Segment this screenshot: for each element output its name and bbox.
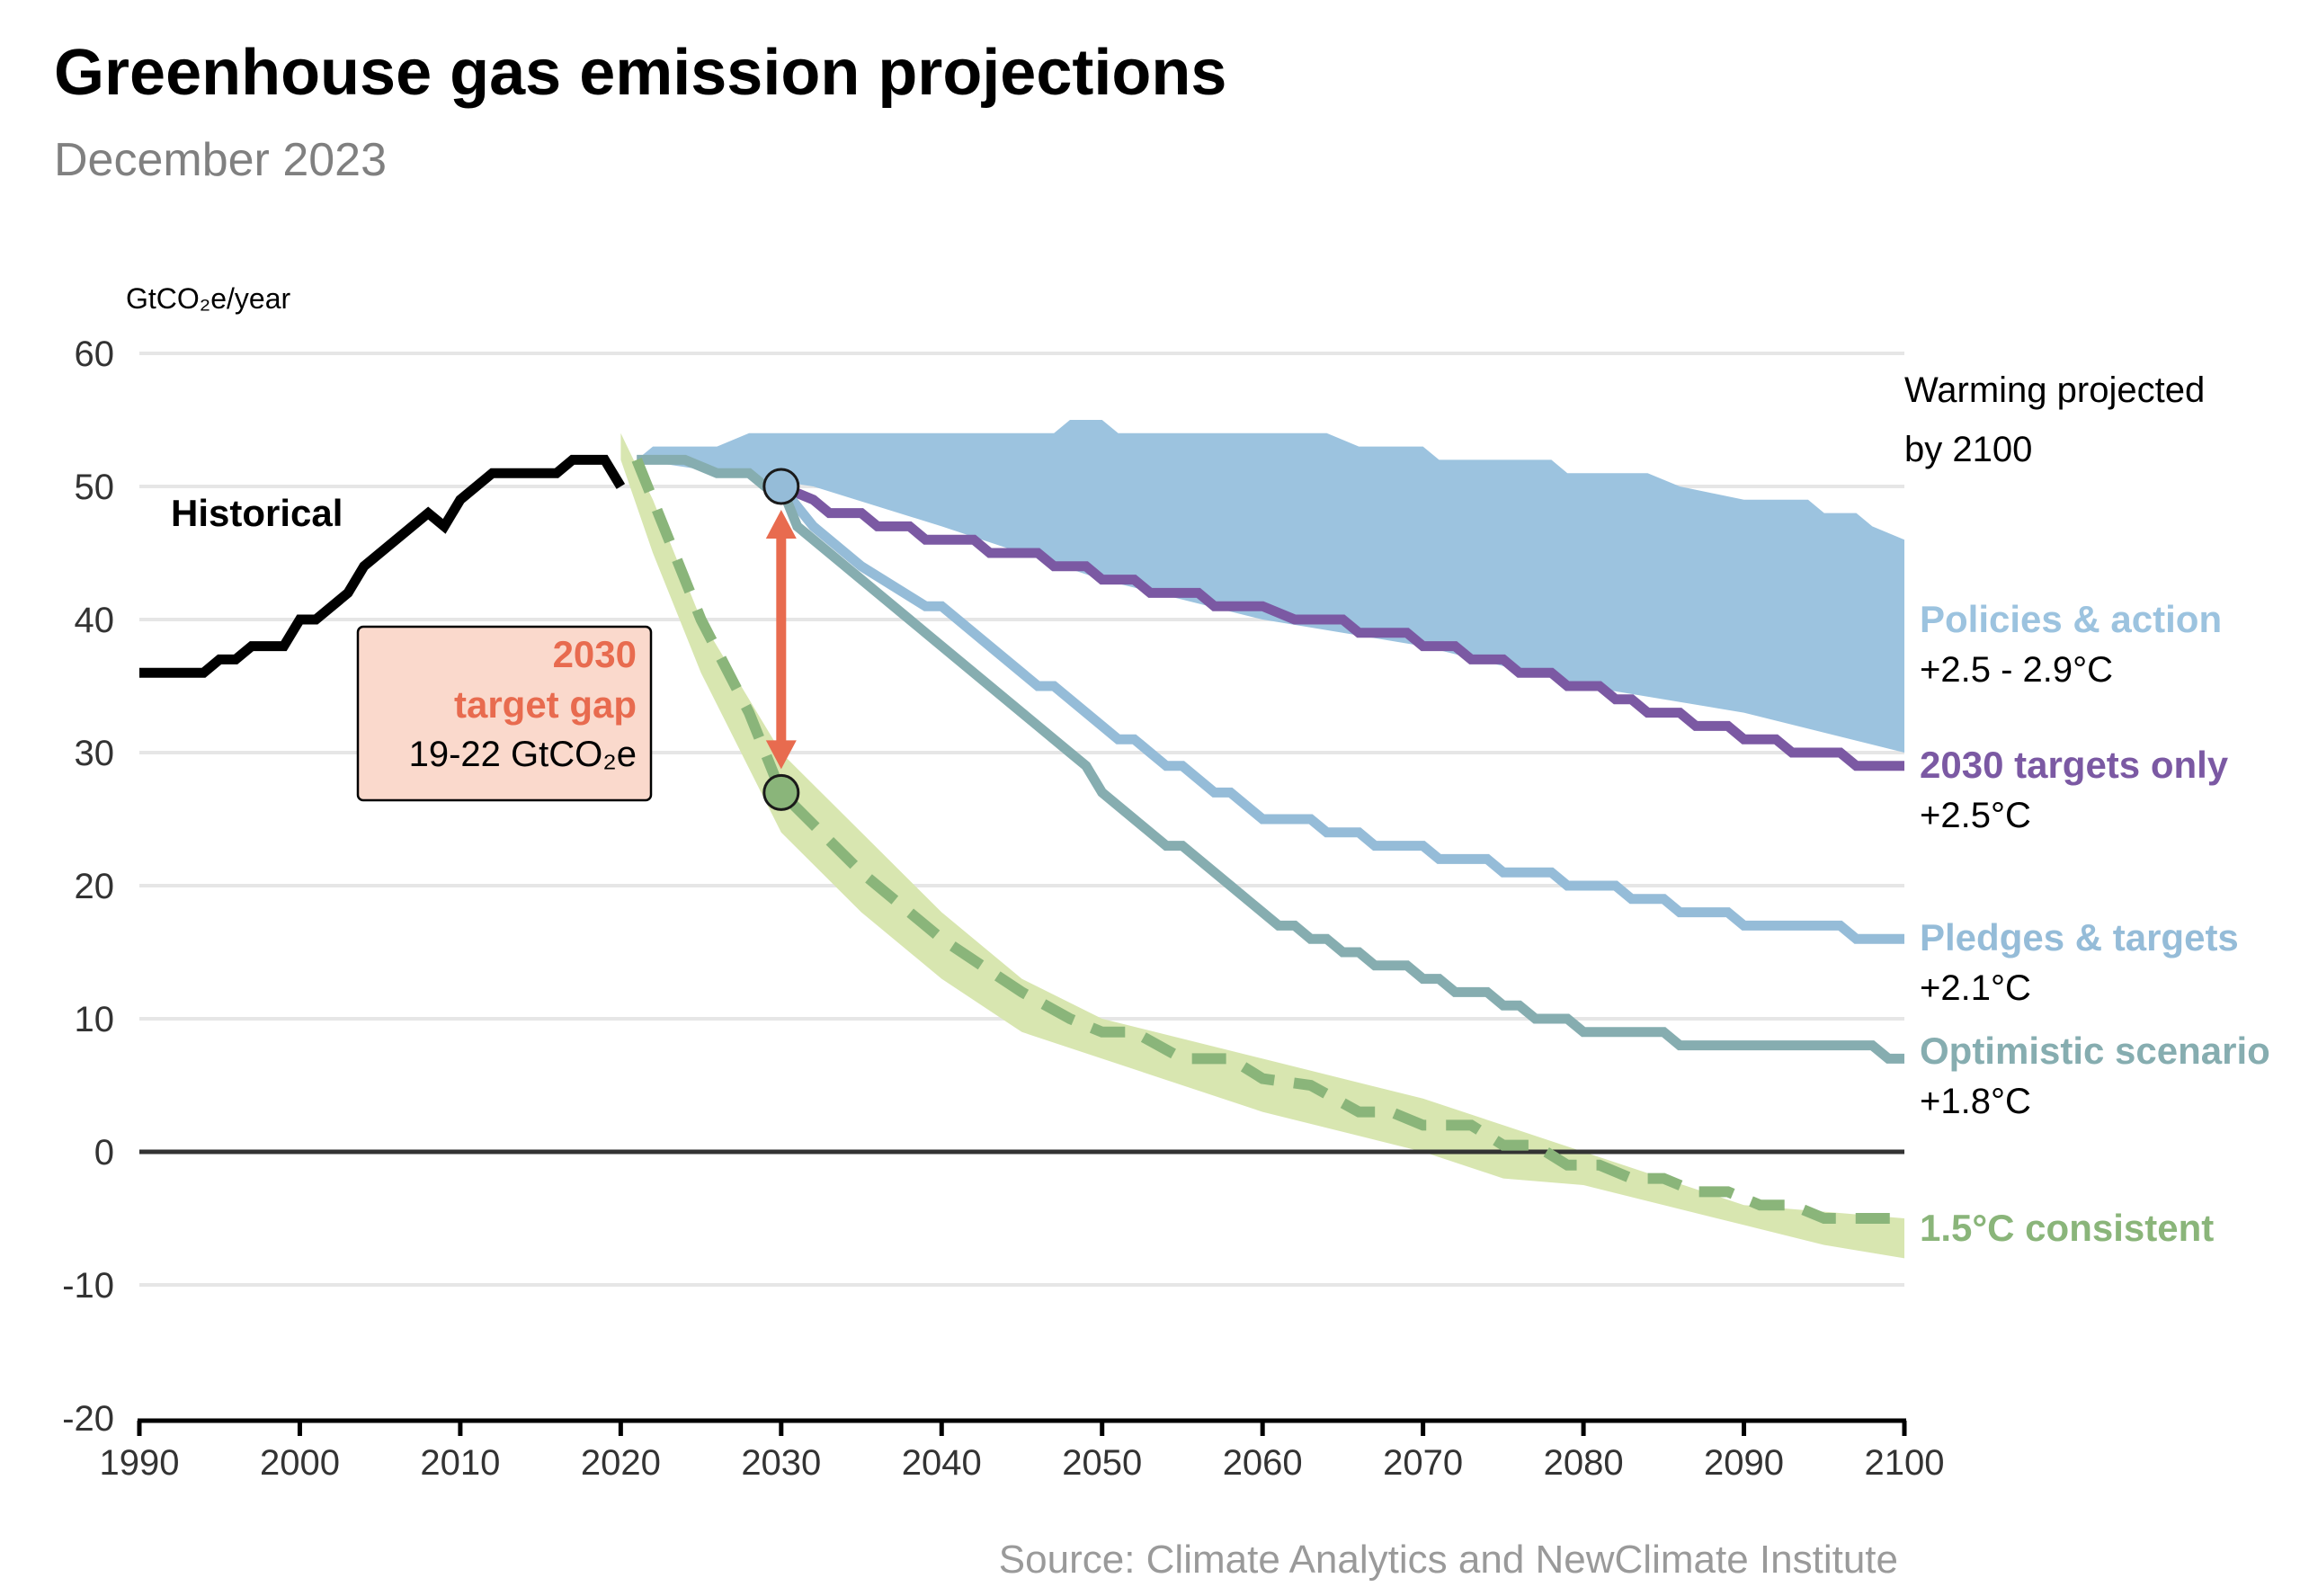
scenario-bands bbox=[620, 420, 1905, 1259]
warming-header: Warming projected bbox=[1904, 370, 2205, 410]
x-tick-label: 2040 bbox=[902, 1443, 982, 1483]
optimistic-warming: +1.8°C bbox=[1920, 1082, 2031, 1121]
gap-annotation-box bbox=[356, 625, 653, 802]
source-note: Source: Climate Analytics and NewClimate… bbox=[998, 1538, 1898, 1582]
targets-2030-label: 2030 targets only bbox=[1920, 744, 2229, 786]
policies-label: Policies & action bbox=[1920, 598, 2222, 640]
x-tick-label: 1990 bbox=[100, 1443, 180, 1483]
target-gap: 2030 target gap 19-22 GtCO₂e bbox=[356, 468, 800, 811]
y-tick-label: -20 bbox=[62, 1399, 114, 1439]
y-tick-label: 30 bbox=[75, 734, 115, 773]
y-tick-label: 20 bbox=[75, 867, 115, 906]
x-tick-label: 2100 bbox=[1865, 1443, 1945, 1483]
y-tick-label: 0 bbox=[94, 1133, 114, 1172]
x-tick-label: 2000 bbox=[260, 1443, 340, 1483]
gap-value: 19-22 GtCO₂e bbox=[409, 735, 637, 774]
y-tick-label: 10 bbox=[75, 1000, 115, 1039]
gap-top-marker bbox=[762, 468, 800, 505]
gap-title: 2030 bbox=[553, 633, 637, 675]
x-tick-label: 2030 bbox=[741, 1443, 821, 1483]
gap-title: target gap bbox=[454, 683, 637, 726]
y-tick-label: 60 bbox=[75, 334, 115, 374]
policies-warming: +2.5 - 2.9°C bbox=[1920, 650, 2113, 690]
policies-band bbox=[637, 420, 1905, 753]
y-tick-label: -10 bbox=[62, 1266, 114, 1306]
consistent-label: 1.5°C consistent bbox=[1920, 1207, 2214, 1249]
pledges-label: Pledges & targets bbox=[1920, 916, 2239, 958]
optimistic-line bbox=[637, 454, 1904, 1064]
targets-2030-warming: +2.5°C bbox=[1920, 796, 2031, 835]
optimistic-label: Optimistic scenario bbox=[1920, 1030, 2270, 1072]
series-labels: Historical Warming projected by 2100 Polici… bbox=[171, 370, 2270, 1249]
x-tick-label: 2050 bbox=[1062, 1443, 1142, 1483]
x-tick-label: 2070 bbox=[1383, 1443, 1463, 1483]
gap-arrowhead-bottom bbox=[765, 740, 797, 770]
historical-line bbox=[139, 454, 626, 678]
pledges-warming: +2.1°C bbox=[1920, 968, 2031, 1008]
warming-header: by 2100 bbox=[1904, 430, 2032, 469]
x-tick-label: 2020 bbox=[581, 1443, 661, 1483]
x-tick-label: 2080 bbox=[1544, 1443, 1624, 1483]
y-axis-label: GtCO₂e/year bbox=[126, 282, 290, 315]
series-lines bbox=[139, 454, 1904, 1224]
consistent-band bbox=[620, 432, 1904, 1259]
targets_2030-line bbox=[779, 481, 1904, 771]
consistent_line-line bbox=[631, 458, 1904, 1224]
chart-subtitle: December 2023 bbox=[54, 134, 387, 186]
x-tick-label: 2010 bbox=[420, 1443, 500, 1483]
x-tick-label: 2060 bbox=[1223, 1443, 1303, 1483]
x-tick-label: 2090 bbox=[1704, 1443, 1784, 1483]
y-tick-label: 50 bbox=[75, 468, 115, 507]
pledges-line bbox=[777, 483, 1904, 944]
historical-label: Historical bbox=[171, 492, 343, 534]
gap-arrowhead-top bbox=[765, 510, 797, 539]
chart-title: Greenhouse gas emission projections bbox=[54, 37, 1227, 109]
gap-bottom-marker bbox=[762, 773, 800, 811]
y-tick-label: 40 bbox=[75, 601, 115, 640]
